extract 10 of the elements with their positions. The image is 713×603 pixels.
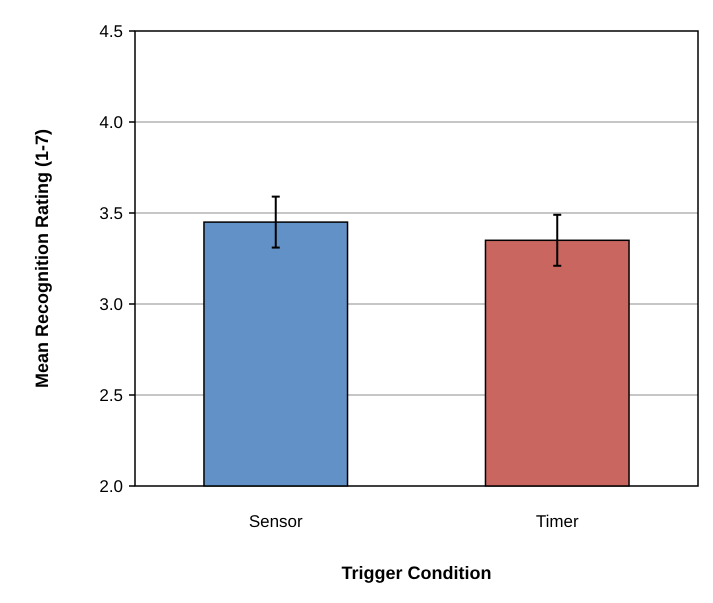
x-axis-title: Trigger Condition [342, 563, 492, 583]
y-tick-label: 4.0 [99, 112, 123, 132]
y-tick-label: 3.5 [99, 204, 123, 223]
x-tick-label: Timer [536, 512, 579, 531]
y-tick-label: 2.5 [99, 386, 123, 405]
y-tick-label: 2.0 [99, 476, 123, 496]
y-axis-title: Mean Recognition Rating (1-7) [32, 128, 52, 388]
y-tick-label: 3.0 [99, 294, 123, 314]
x-tick-label: Sensor [248, 512, 304, 531]
y-tick-label: 4.5 [99, 22, 123, 41]
